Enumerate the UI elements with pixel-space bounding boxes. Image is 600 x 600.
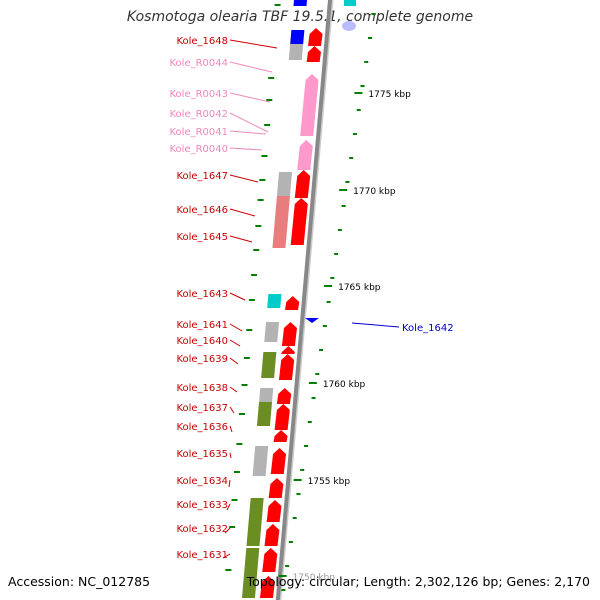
label-leader-line <box>229 406 235 414</box>
cds-arrow <box>264 524 280 546</box>
cds-arrow <box>294 170 311 198</box>
gene-label: Kole_1633 <box>176 500 228 511</box>
label-leader-line <box>229 61 273 73</box>
label-leader-line <box>229 130 267 135</box>
gene-label: Kole_1635 <box>176 449 228 460</box>
gene-label: Kole_1643 <box>176 289 228 300</box>
gene-label: Kole_1636 <box>176 422 228 433</box>
gene-label: Kole_1640 <box>176 336 228 347</box>
cds-arrow <box>278 354 295 380</box>
gene-label: Kole_1648 <box>176 36 228 47</box>
label-leader-line <box>229 174 259 183</box>
cds-arrow <box>259 576 275 598</box>
gene-label: Kole_1647 <box>176 171 228 182</box>
cds-arrow <box>281 322 297 346</box>
label-leader-line <box>229 323 243 332</box>
gene-label: Kole_1645 <box>176 232 228 243</box>
label-leader-line <box>229 112 269 133</box>
gene-label: Kole_1642 <box>402 323 454 334</box>
gene-block <box>290 30 305 44</box>
label-leader-line <box>229 452 232 459</box>
gene-label: Kole_1646 <box>176 205 228 216</box>
rna-arrow <box>297 140 313 170</box>
cds-arrow <box>268 478 284 498</box>
gene-block <box>344 0 356 6</box>
scale-label: 1760 kbp <box>323 380 366 390</box>
gene-label: Kole_R0041 <box>169 127 228 138</box>
gene-label: Kole_1639 <box>176 354 228 365</box>
gene-label: Kole_1637 <box>176 403 228 414</box>
label-leader-line <box>229 235 253 243</box>
gene-block <box>272 222 288 248</box>
cds-arrow <box>266 500 282 522</box>
cds-arrow <box>270 448 287 474</box>
label-leader-line <box>229 425 233 433</box>
label-leader-line <box>229 357 239 365</box>
cds-arrow <box>273 430 288 442</box>
gene-label: Kole_R0043 <box>169 89 228 100</box>
gene-label: Kole_1634 <box>176 476 228 487</box>
label-leader-line <box>229 208 256 217</box>
scale-label: 1770 kbp <box>353 187 396 197</box>
label-leader-line <box>229 386 238 393</box>
gene-label: Kole_R0042 <box>169 109 228 120</box>
gene-label: Kole_1638 <box>176 383 228 394</box>
gene-block <box>264 322 279 342</box>
gene-label: Kole_1632 <box>176 524 228 535</box>
cds-arrow <box>285 296 300 310</box>
scale-label: 1765 kbp <box>338 283 381 293</box>
gene-block <box>259 388 274 402</box>
label-leader-line <box>351 322 400 328</box>
gene-label: Kole_R0044 <box>169 58 228 69</box>
map-title: Kosmotoga olearia TBF 19.5.1, complete g… <box>126 9 474 25</box>
gene-label: Kole_1631 <box>176 550 228 561</box>
feature-marker <box>342 21 356 31</box>
gene-block <box>276 172 293 196</box>
rna-arrow <box>300 74 319 136</box>
cds-arrow <box>281 346 295 354</box>
genome-backbone <box>275 0 333 600</box>
label-leader-line <box>229 292 246 301</box>
accession-text: Accession: NC_012785 <box>8 574 151 589</box>
cds-arrow <box>290 198 308 245</box>
scale-label: 1775 kbp <box>368 90 411 100</box>
cds-arrow <box>276 388 292 404</box>
scale-label: 1750 kbp <box>293 573 336 583</box>
label-leader-line <box>226 503 231 511</box>
gene-block <box>267 294 282 308</box>
label-leader-line <box>229 147 263 151</box>
topology-text: Topology: circular; Length: 2,302,126 bp… <box>246 574 590 589</box>
gene-block <box>274 196 290 222</box>
gene-block <box>288 44 304 60</box>
label-leader-line <box>224 527 231 534</box>
cds-arrow <box>306 46 321 62</box>
gene-block <box>293 0 307 6</box>
gene-block <box>252 446 269 476</box>
cds-arrow <box>262 548 278 572</box>
label-leader-line <box>229 39 278 49</box>
cds-arrow <box>307 28 323 46</box>
label-leader-line <box>229 339 241 347</box>
gene-block <box>241 548 260 598</box>
label-leader-line <box>222 553 231 559</box>
label-leader-line <box>228 479 231 488</box>
reverse-strand-arrow <box>305 318 319 323</box>
gene-label: Kole_R0040 <box>169 144 228 155</box>
gene-block <box>261 352 277 378</box>
label-leader-line <box>229 92 271 103</box>
scale-label: 1755 kbp <box>308 477 351 487</box>
cds-arrow <box>274 404 290 430</box>
gene-label: Kole_1641 <box>176 320 228 331</box>
gene-block <box>246 498 264 546</box>
gene-block <box>256 402 273 426</box>
